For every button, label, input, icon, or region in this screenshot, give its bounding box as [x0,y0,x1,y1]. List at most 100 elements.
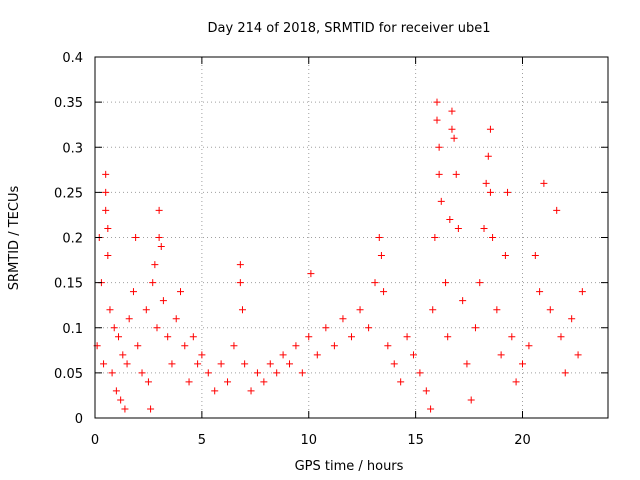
data-point [442,279,450,287]
data-point [459,297,467,305]
data-point [484,152,492,160]
data-point [397,378,405,386]
y-tick-label: 0.3 [62,141,83,156]
data-point [194,360,202,368]
data-point [519,360,526,368]
data-point [181,342,189,350]
data-point [433,116,441,124]
data-point [106,306,114,314]
data-point [416,369,424,377]
data-point [238,306,246,314]
data-point [356,306,364,314]
data-point [497,351,505,359]
data-point [435,170,443,178]
data-point [279,351,287,359]
data-point [403,333,411,341]
data-point [486,188,494,196]
data-point [230,342,238,350]
data-point [159,297,167,305]
data-point [365,324,373,332]
data-point [100,360,108,368]
data-point [448,125,456,133]
data-point [546,306,554,314]
data-point [112,387,120,395]
data-point [322,324,330,332]
data-point [125,315,133,323]
data-point [471,324,479,332]
data-point [467,396,475,404]
data-point [561,369,569,377]
data-point [110,324,118,332]
data-point [409,351,417,359]
data-point [236,279,244,287]
data-point [129,288,137,296]
data-point [144,378,152,386]
data-point [450,134,458,142]
data-point [298,369,306,377]
chart-title: Day 214 of 2018, SRMTID for receiver ube… [208,21,491,36]
y-tick-label: 0.1 [62,322,83,337]
data-point [153,324,161,332]
data-point [437,197,445,205]
data-point [476,279,484,287]
data-point [177,288,184,296]
y-tick-label: 0.15 [54,277,83,292]
data-point [531,252,539,260]
data-point [260,378,268,386]
data-point [435,143,443,151]
data-point [480,224,488,232]
data-point [211,387,219,395]
data-point [119,351,127,359]
data-point [444,333,452,341]
data-point [102,188,110,196]
y-tick-label: 0.4 [62,51,83,66]
data-point [486,125,494,133]
data-point [501,252,509,260]
data-point [313,351,321,359]
data-point [489,234,497,241]
grid [95,57,608,418]
data-point [292,342,300,350]
data-point [266,360,274,368]
data-point [172,315,180,323]
data-point [273,369,281,377]
data-point [149,279,157,287]
data-point [168,360,176,368]
data-point [380,288,388,296]
data-point [504,188,512,196]
data-point [330,342,338,350]
data-point [138,369,146,377]
data-point [512,378,520,386]
data-point [247,387,255,395]
data-point [508,333,516,341]
data-point [123,360,131,368]
data-point [339,315,347,323]
data-point [454,224,462,232]
data-point [157,243,165,251]
data-point [102,206,110,214]
data-point [236,261,244,269]
data-point [371,279,379,287]
data-point [433,98,441,106]
y-tick-label: 0.05 [54,367,83,382]
data-point [198,351,206,359]
data-point [452,170,460,178]
data-point [305,333,313,341]
data-point [204,369,212,377]
data-point [348,333,355,341]
y-tick-label: 0.35 [54,96,83,111]
data-point [108,369,116,377]
data-point [155,206,163,214]
x-tick-label: 0 [91,433,99,448]
data-point [164,333,172,341]
data-point [134,342,142,350]
plot-frame [94,56,609,419]
data-point [253,369,261,377]
y-tick-label: 0.25 [54,186,83,201]
data-point [568,315,576,323]
data-point [540,179,548,187]
data-point [104,252,112,260]
data-point [448,107,456,115]
data-points [93,98,586,413]
